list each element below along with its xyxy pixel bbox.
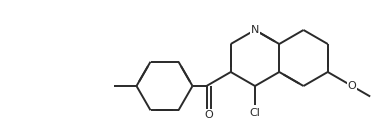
Text: Cl: Cl [250, 108, 261, 118]
Text: O: O [348, 81, 356, 91]
Text: N: N [251, 25, 259, 35]
Text: O: O [204, 110, 213, 120]
